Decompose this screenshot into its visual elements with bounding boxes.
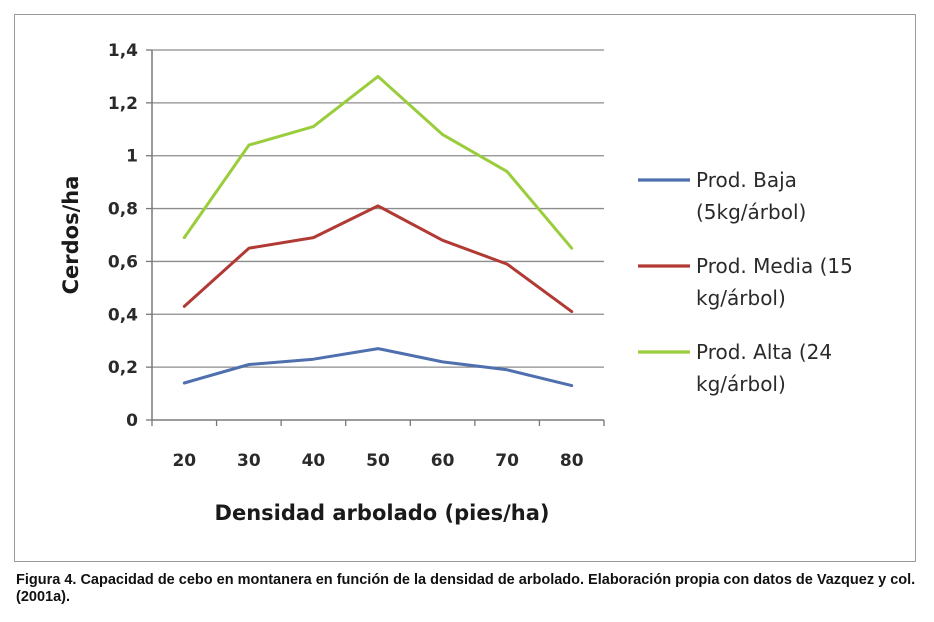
series-line-2 bbox=[182, 204, 574, 314]
series-line-3 bbox=[182, 74, 574, 250]
x-axis-title: Densidad arbolado (pies/ha) bbox=[215, 501, 550, 525]
figure-caption: Figura 4. Capacidad de cebo en montanera… bbox=[16, 572, 916, 605]
chart-frame bbox=[14, 14, 916, 562]
x-tick-label: 50 bbox=[366, 451, 390, 471]
y-tick-label: 1 bbox=[126, 147, 138, 167]
x-tick-label: 70 bbox=[495, 451, 519, 471]
legend-label: (5kg/árbol) bbox=[696, 200, 806, 224]
legend-label: kg/árbol) bbox=[696, 286, 786, 310]
y-tick-label: 0,2 bbox=[108, 358, 138, 378]
x-tick-label: 40 bbox=[302, 451, 326, 471]
x-tick-label: 20 bbox=[172, 451, 196, 471]
series-line-1 bbox=[182, 347, 574, 388]
legend-label: Prod. Alta (24 bbox=[696, 340, 832, 364]
y-tick-label: 1,2 bbox=[108, 94, 138, 114]
series-lines bbox=[182, 74, 574, 388]
tick-labels: 0 0,2 0,4 0,6 0,8 1 1,2 1,4 20 30 40 50 60 70 80 bbox=[108, 41, 584, 471]
y-axis-title: Cerdos/ha bbox=[59, 176, 83, 295]
legend-label: Prod. Media (15 bbox=[696, 254, 853, 278]
line-chart: 0 0,2 0,4 0,6 0,8 1 1,2 1,4 20 30 40 50 60 70 80 Cerdo… bbox=[59, 41, 853, 525]
x-tick-label: 30 bbox=[237, 451, 261, 471]
y-tick-label: 0 bbox=[126, 411, 138, 431]
x-tick-label: 60 bbox=[431, 451, 455, 471]
x-tick-label: 80 bbox=[560, 451, 584, 471]
y-tick-label: 1,4 bbox=[108, 41, 138, 61]
y-tick-label: 0,8 bbox=[108, 200, 138, 220]
legend-label: Prod. Baja bbox=[696, 168, 797, 192]
legend-label: kg/árbol) bbox=[696, 372, 786, 396]
legend: Prod. Baja (5kg/árbol) Prod. Media (15 kg/á… bbox=[638, 168, 853, 396]
y-tick-label: 0,6 bbox=[108, 252, 138, 272]
y-tick-label: 0,4 bbox=[108, 305, 138, 325]
gridlines bbox=[152, 49, 604, 368]
axes bbox=[146, 49, 605, 426]
